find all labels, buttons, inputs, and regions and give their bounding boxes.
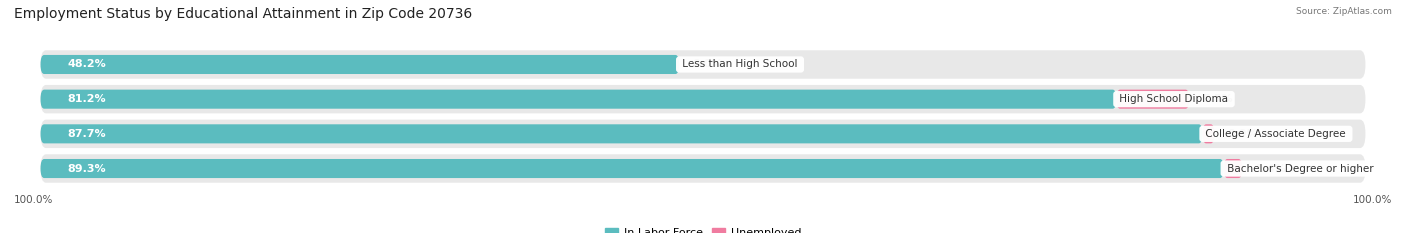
FancyBboxPatch shape xyxy=(41,159,1223,178)
FancyBboxPatch shape xyxy=(41,154,1365,183)
Text: 5.5%: 5.5% xyxy=(1202,94,1233,104)
FancyBboxPatch shape xyxy=(41,124,1202,143)
Text: Source: ZipAtlas.com: Source: ZipAtlas.com xyxy=(1296,7,1392,16)
Text: Bachelor's Degree or higher: Bachelor's Degree or higher xyxy=(1223,164,1376,174)
Text: College / Associate Degree: College / Associate Degree xyxy=(1202,129,1350,139)
Text: 0.9%: 0.9% xyxy=(1227,129,1258,139)
FancyBboxPatch shape xyxy=(1223,159,1243,178)
Text: 0.0%: 0.0% xyxy=(692,59,723,69)
FancyBboxPatch shape xyxy=(1202,124,1215,143)
Text: Employment Status by Educational Attainment in Zip Code 20736: Employment Status by Educational Attainm… xyxy=(14,7,472,21)
FancyBboxPatch shape xyxy=(41,90,1116,109)
FancyBboxPatch shape xyxy=(1116,90,1189,109)
FancyBboxPatch shape xyxy=(41,50,1365,79)
FancyBboxPatch shape xyxy=(41,55,679,74)
Legend: In Labor Force, Unemployed: In Labor Force, Unemployed xyxy=(600,223,806,233)
FancyBboxPatch shape xyxy=(41,120,1365,148)
Text: 100.0%: 100.0% xyxy=(14,195,53,205)
FancyBboxPatch shape xyxy=(41,85,1365,113)
Text: High School Diploma: High School Diploma xyxy=(1116,94,1232,104)
Text: 81.2%: 81.2% xyxy=(67,94,105,104)
Text: Less than High School: Less than High School xyxy=(679,59,801,69)
Text: 100.0%: 100.0% xyxy=(1353,195,1392,205)
Text: 1.4%: 1.4% xyxy=(1256,164,1286,174)
Text: 87.7%: 87.7% xyxy=(67,129,105,139)
Text: 89.3%: 89.3% xyxy=(67,164,105,174)
Text: 48.2%: 48.2% xyxy=(67,59,105,69)
